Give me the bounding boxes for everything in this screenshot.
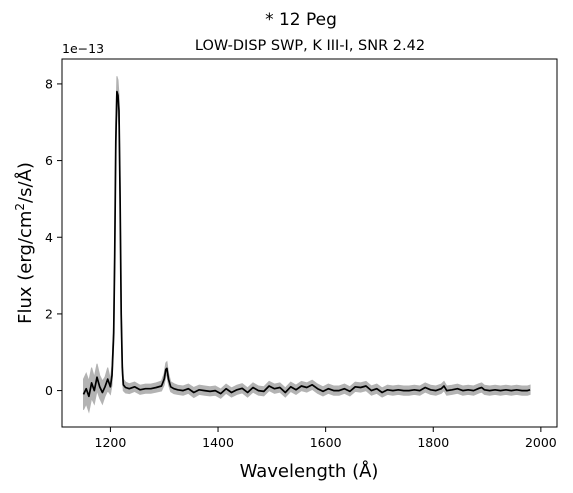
x-tick-label: 1600 <box>310 435 342 450</box>
x-tick-label: 1400 <box>202 435 234 450</box>
uncertainty-band <box>83 76 531 414</box>
y-tick-label: 4 <box>45 230 53 245</box>
x-axis: 1200 1400 1600 1800 2000 <box>95 427 557 450</box>
x-tick-label: 2000 <box>525 435 557 450</box>
y-axis-label: Flux (erg/cm2/s/Å) <box>13 162 36 324</box>
y-offset-text: 1e−13 <box>62 41 104 56</box>
chart-suptitle: * 12 Peg <box>265 10 337 30</box>
y-axis: 0 2 4 6 8 <box>45 76 62 398</box>
y-tick-label: 6 <box>45 153 53 168</box>
x-axis-label: Wavelength (Å) <box>240 460 379 482</box>
series-layer <box>82 76 531 414</box>
x-tick-label: 1800 <box>417 435 449 450</box>
y-axis-label-suffix: /s/Å) <box>14 162 36 203</box>
chart-title: LOW-DISP SWP, K III-I, SNR 2.42 <box>195 38 425 54</box>
y-axis-label-prefix: Flux (erg/cm <box>15 211 36 324</box>
plot-frame <box>61 58 558 428</box>
x-tick-label: 1200 <box>95 435 127 450</box>
y-tick-label: 2 <box>45 306 53 321</box>
flux-line <box>82 90 531 398</box>
y-tick-label: 0 <box>45 383 53 398</box>
plot-area <box>61 58 558 428</box>
y-axis-label-superscript: 2 <box>13 203 27 211</box>
y-tick-label: 8 <box>45 76 53 91</box>
